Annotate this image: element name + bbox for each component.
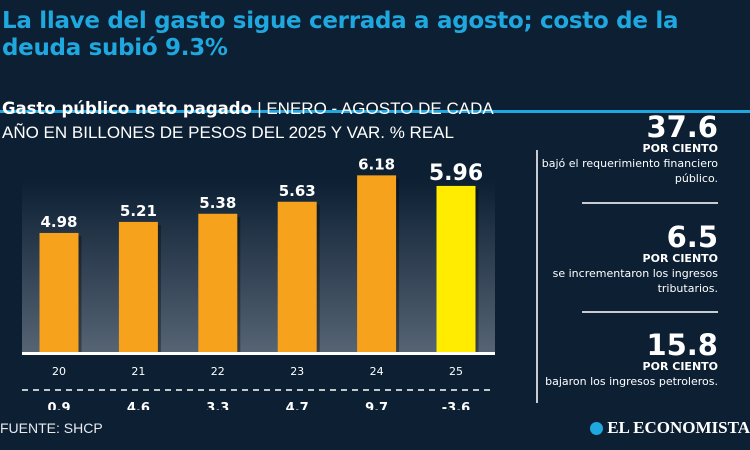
category-label: 21 xyxy=(131,365,145,378)
stat-block: 6.5 POR CIENTO se incrementaron los ingr… xyxy=(518,222,718,296)
logo-text: EL ECONOMISTA xyxy=(607,418,750,437)
stat-text: se incrementaron los ingresos tributario… xyxy=(552,267,718,295)
bar-value-label: 5.63 xyxy=(279,182,316,200)
source-note: FUENTE: SHCP xyxy=(0,420,103,436)
real-change-label: 3.3 xyxy=(206,401,229,410)
plot-background xyxy=(22,180,495,353)
bar-value-label: 6.18 xyxy=(358,155,395,173)
bar-value-label: 5.96 xyxy=(429,161,483,186)
real-change-label: 4.7 xyxy=(286,401,309,410)
panel-divider xyxy=(536,150,538,403)
real-change-label: 4.6 xyxy=(127,401,150,410)
bar xyxy=(277,201,317,352)
stat-block: 37.6 POR CIENTO bajó el requerimiento fi… xyxy=(518,112,718,186)
real-change-label: -3.6 xyxy=(442,401,470,410)
baseline xyxy=(22,352,495,355)
category-label: 23 xyxy=(290,365,304,378)
chart-subtitle: ENERO - AGOSTO DE CADA AÑO EN BILLONES D… xyxy=(2,99,493,142)
stat-unit: POR CIENTO xyxy=(642,142,718,155)
headline: La llave del gasto sigue cerrada a agost… xyxy=(2,8,679,61)
stat-separator xyxy=(582,202,718,204)
bar-value-label: 5.38 xyxy=(199,194,236,212)
bar xyxy=(39,232,79,352)
bar xyxy=(118,221,158,352)
category-label: 25 xyxy=(449,365,463,378)
title-divider xyxy=(0,110,750,113)
stat-unit: POR CIENTO xyxy=(642,360,718,373)
stat-value: 15.8 xyxy=(646,328,718,362)
bar-value-label: 5.21 xyxy=(120,202,157,220)
publisher-logo: EL ECONOMISTA xyxy=(590,418,750,438)
stat-separator xyxy=(582,311,718,313)
stat-value: 37.6 xyxy=(646,110,718,144)
category-label: 20 xyxy=(52,365,66,378)
category-label: 24 xyxy=(370,365,384,378)
bar-value-label: 4.98 xyxy=(40,213,77,231)
bar xyxy=(198,213,238,352)
bar-chart: 4.98 20 0.9 5.21 21 4.6 5.38 22 3.3 5.63 23 4.7 6.18… xyxy=(22,155,495,410)
title-separator: | xyxy=(257,99,267,118)
stat-value: 6.5 xyxy=(666,220,718,254)
chart-heading: Gasto público neto pagado | ENERO - AGOS… xyxy=(2,97,522,145)
real-change-label: 9.7 xyxy=(365,401,388,410)
stat-text: bajaron los ingresos petroleros. xyxy=(545,375,718,388)
stat-block: 15.8 POR CIENTO bajaron los ingresos pet… xyxy=(518,330,718,389)
category-label: 22 xyxy=(211,365,225,378)
logo-globe-icon xyxy=(590,421,604,435)
stat-unit: POR CIENTO xyxy=(642,252,718,265)
bar xyxy=(357,175,397,352)
real-change-label: 0.9 xyxy=(47,401,70,410)
stat-text: bajó el requerimiento financiero público… xyxy=(541,157,718,185)
chart-title: Gasto público neto pagado xyxy=(2,99,252,118)
bar xyxy=(436,185,476,352)
